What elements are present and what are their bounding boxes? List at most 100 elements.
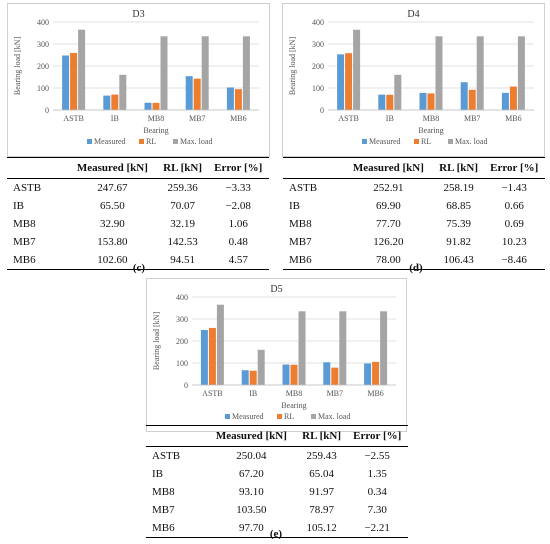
y-tick-label: 400: [37, 18, 49, 27]
bar-rl-astb: [208, 327, 216, 385]
caption-c: (c): [132, 262, 146, 274]
table-cell: 142.53: [167, 236, 198, 248]
chart-title: D5: [270, 284, 282, 295]
legend-label-measured: Measured: [232, 412, 264, 421]
table-cell: 65.50: [100, 200, 125, 212]
bar-measured-mb6: [226, 87, 234, 110]
table-row: IB 65.50 70.07 −2.08: [7, 197, 269, 215]
bar-rl-mb7: [193, 78, 201, 110]
row-label: MB7: [152, 504, 175, 516]
bar-measured-mb8: [419, 92, 427, 110]
bar-measured-mb7: [323, 362, 331, 385]
bar-max-load-ib: [257, 349, 265, 385]
row-label: IB: [13, 200, 24, 212]
table-cell: 97.70: [239, 522, 264, 534]
table-cell: 250.04: [236, 450, 267, 462]
table-cell: 105.12: [306, 522, 337, 534]
row-label: MB7: [289, 236, 312, 248]
table-cell: 0.34: [367, 486, 387, 498]
row-label: MB6: [152, 522, 175, 534]
bar-rl-mb7: [331, 367, 339, 385]
legend-label-max-load: Max. load: [455, 137, 487, 146]
bar-rl-ib: [111, 94, 119, 110]
bar-rl-mb6: [234, 89, 242, 110]
table-cell: 0.69: [504, 218, 524, 230]
table-cell: −2.55: [364, 450, 390, 462]
table-cell: 67.20: [239, 468, 264, 480]
x-tick-label: MB7: [464, 114, 480, 123]
header-blank: [283, 157, 343, 179]
table-cell: 153.80: [97, 236, 128, 248]
table-row: ASTB 252.91 258.19 −1.43: [283, 179, 545, 198]
bar-rl-mb8: [152, 102, 160, 110]
results-table-c: Measured [kN] RL [kN] Error [%] ASTB 247.67 2…: [7, 157, 269, 270]
bar-max-load-mb8: [298, 311, 306, 385]
bar-measured-ib: [103, 95, 111, 110]
table-row: MB8 77.70 75.39 0.69: [283, 215, 545, 233]
x-tick-label: IB: [386, 114, 394, 123]
table-cell: 1.06: [228, 218, 248, 230]
caption-e: (e): [269, 528, 283, 540]
x-tick-label: MB8: [423, 114, 439, 123]
x-tick-label: MB8: [286, 389, 302, 398]
x-tick-label: MB6: [505, 114, 521, 123]
table-cell: 102.60: [97, 254, 128, 266]
legend-swatch-measured: [87, 139, 92, 144]
bar-max-load-ib: [394, 74, 402, 110]
x-axis-label: Bearing: [143, 126, 168, 135]
legend-swatch-rl: [139, 139, 144, 144]
column-header: RL [kN]: [157, 157, 208, 179]
table-cell: 7.30: [367, 504, 387, 516]
y-tick-label: 100: [312, 84, 324, 93]
y-tick-label: 400: [176, 293, 188, 302]
chart-svg: D4 0 100 200 300 400 Bearing load [kN] ASTB IB MB…: [288, 9, 534, 146]
table-cell: 91.97: [309, 486, 334, 498]
header-blank: [7, 157, 67, 179]
table-cell: 70.07: [170, 200, 195, 212]
table-row: MB8 32.90 32.19 1.06: [7, 215, 269, 233]
row-label: ASTB: [289, 182, 318, 194]
table-row: MB7 153.80 142.53 0.48: [7, 233, 269, 251]
bar-rl-astb: [70, 52, 78, 110]
column-header: Error [%]: [346, 425, 408, 447]
bar-max-load-mb6: [517, 36, 525, 110]
chart-d5: D5 0 100 200 300 400 Bearing load [kN] ASTB IB MB…: [146, 278, 407, 432]
table-header-row: Measured [kN] RL [kN] Error [%]: [283, 157, 545, 179]
bar-rl-mb6: [372, 361, 380, 385]
table-cell: 0.66: [504, 200, 524, 212]
y-tick-label: 100: [37, 84, 49, 93]
bar-measured-ib: [241, 370, 249, 385]
table-cell: 32.19: [170, 218, 195, 230]
table-cell: 258.19: [443, 182, 474, 194]
column-header: Measured [kN]: [343, 157, 434, 179]
chart-title: D3: [132, 9, 144, 20]
table-header-row: Measured [kN] RL [kN] Error [%]: [146, 425, 408, 447]
table-cell: 10.23: [501, 236, 527, 248]
bar-measured-mb8: [144, 102, 152, 110]
bar-max-load-mb6: [242, 36, 250, 110]
table-row: IB 67.20 65.04 1.35: [146, 465, 408, 483]
column-header: Error [%]: [483, 157, 545, 179]
bar-measured-mb7: [460, 82, 468, 110]
bar-measured-mb8: [282, 364, 290, 385]
row-label: IB: [289, 200, 300, 212]
row-label: IB: [152, 468, 163, 480]
table-cell: 69.90: [376, 200, 401, 212]
table-cell: 65.04: [309, 468, 334, 480]
legend-swatch-max-load: [448, 139, 453, 144]
bar-max-load-mb8: [435, 36, 443, 110]
bar-rl-mb8: [427, 93, 435, 110]
table-row: MB7 103.50 78.97 7.30: [146, 501, 408, 519]
y-tick-label: 200: [176, 337, 188, 346]
table-cell: 77.70: [376, 218, 401, 230]
table-cell: 78.97: [309, 504, 334, 516]
x-tick-label: IB: [249, 389, 257, 398]
bar-rl-astb: [345, 53, 353, 110]
y-tick-label: 300: [176, 315, 188, 324]
bar-measured-mb7: [185, 76, 193, 110]
bar-measured-ib: [378, 94, 386, 110]
bar-max-load-astb: [353, 29, 361, 111]
table-row: MB6 78.00 106.43 −8.46: [283, 251, 545, 270]
bar-measured-mb6: [364, 363, 372, 385]
table-cell: −2.21: [364, 522, 390, 534]
